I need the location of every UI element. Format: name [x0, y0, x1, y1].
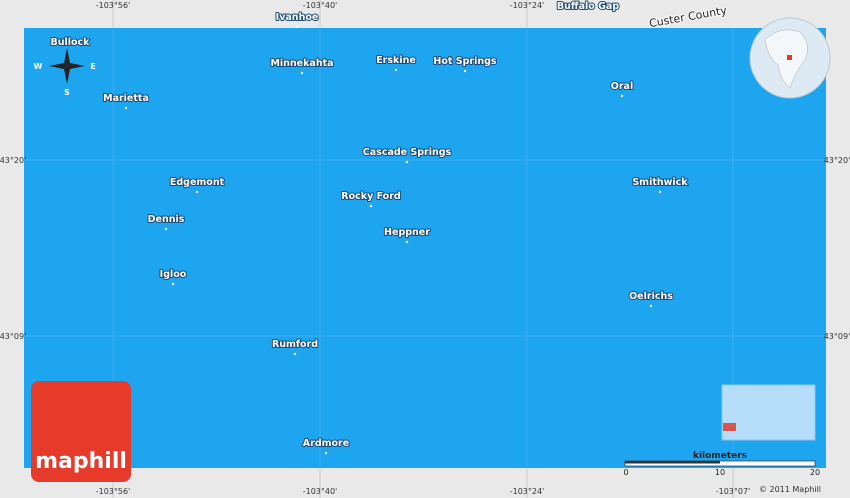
compass-letter: S: [64, 88, 70, 97]
compass: [49, 48, 85, 84]
place-dot: [300, 71, 304, 75]
place-dot: [394, 68, 398, 72]
place-dot: [405, 240, 409, 244]
place-label: Ardmore: [303, 438, 349, 449]
place-dot: [171, 282, 175, 286]
scale-tick: 10: [715, 468, 725, 477]
globe-land: [764, 29, 808, 89]
place-label: Rumford: [272, 339, 318, 350]
place-label: Erskine: [376, 55, 416, 66]
inset-map: [721, 384, 816, 441]
coord-label: 43°20': [824, 156, 850, 165]
scale-bar-fill: [625, 461, 720, 464]
copyright: © 2011 Maphill: [759, 485, 821, 494]
place-label: Igloo: [160, 269, 187, 280]
globe-marker: [787, 55, 792, 60]
place-dot: [405, 160, 409, 164]
place-label: Oral: [611, 81, 633, 92]
scale-unit: kilometers: [693, 451, 747, 461]
place-dot: [620, 94, 624, 98]
compass-letter: W: [34, 62, 43, 71]
outer-graticule: [112, 0, 734, 498]
coord-label: 43°09': [824, 332, 850, 341]
place-dot: [293, 352, 297, 356]
logo-box: [31, 381, 131, 482]
coord-label: 43°20': [0, 156, 26, 165]
place-dot: [658, 190, 662, 194]
scale-tick: 20: [810, 468, 820, 477]
place-dot: [124, 106, 128, 110]
place-dot: [295, 25, 299, 29]
place-label: Edgemont: [170, 177, 225, 188]
place-label: Cascade Springs: [363, 147, 452, 158]
place-label: Smithwick: [632, 177, 688, 188]
place-dot: [195, 190, 199, 194]
coord-label: -103°56': [96, 1, 131, 10]
scale-tick: 0: [623, 468, 628, 477]
place-label: Rocky Ford: [341, 191, 400, 202]
coord-label: -103°24': [510, 1, 545, 10]
place-label: Bullock: [51, 37, 91, 48]
compass-letter: E: [90, 62, 95, 71]
inset-marker: [723, 423, 736, 431]
coord-label: -103°40': [303, 1, 338, 10]
coord-label: -103°40': [303, 487, 338, 496]
place-label: Minnekahta: [270, 58, 333, 69]
place-dot: [369, 204, 373, 208]
place-label: Heppner: [384, 227, 430, 238]
place-dot: [463, 69, 467, 73]
place-label: Marietta: [103, 93, 149, 104]
place-label: Oelrichs: [629, 291, 673, 302]
place-label: Dennis: [148, 214, 185, 225]
place-label: Buffalo Gap: [557, 1, 619, 12]
place-dot: [324, 451, 328, 455]
coord-label: 43°09': [0, 332, 26, 341]
coord-label: -103°07': [716, 487, 751, 496]
area: [24, 28, 826, 468]
logo: maphill: [35, 449, 127, 474]
place-dot: [164, 227, 168, 231]
coord-label: -103°24': [510, 487, 545, 496]
place-label: Hot Springs: [433, 56, 496, 67]
coord-label: -103°56': [96, 487, 131, 496]
place-dot: [649, 304, 653, 308]
place-label: Ivanhoe: [276, 12, 319, 23]
